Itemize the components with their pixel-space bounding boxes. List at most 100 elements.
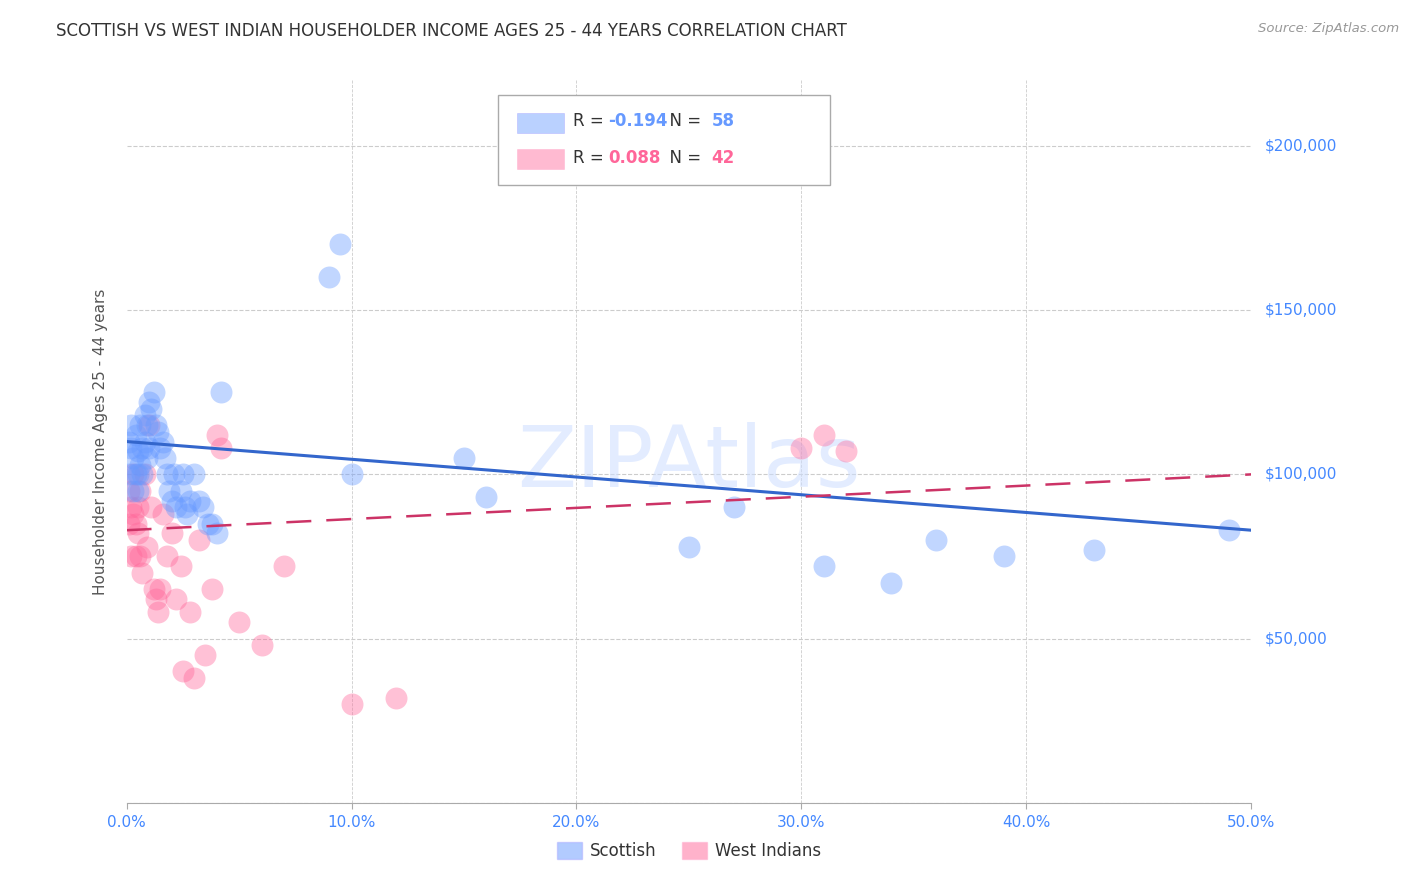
Point: [273, 559, 295, 574]
Point: [129, 549, 152, 564]
Point: [124, 467, 146, 482]
Text: N =: N =: [658, 149, 706, 167]
Text: R =: R =: [574, 149, 609, 167]
Point: [135, 450, 157, 465]
Point: [1083, 542, 1105, 557]
Point: [169, 483, 191, 498]
Text: SCOTTISH VS WEST INDIAN HOUSEHOLDER INCOME AGES 25 - 44 YEARS CORRELATION CHART: SCOTTISH VS WEST INDIAN HOUSEHOLDER INCO…: [56, 22, 846, 40]
Point: [149, 441, 172, 455]
Point: [131, 467, 153, 482]
Point: [127, 444, 149, 458]
Point: [1218, 523, 1240, 537]
Point: [129, 418, 152, 433]
Point: [160, 493, 183, 508]
Text: N =: N =: [658, 112, 706, 130]
Point: [201, 516, 224, 531]
FancyBboxPatch shape: [517, 113, 564, 133]
Point: [127, 500, 149, 515]
Point: [250, 638, 273, 652]
Text: R =: R =: [574, 112, 609, 130]
Point: [174, 500, 197, 515]
Point: [127, 526, 149, 541]
Point: [131, 441, 153, 455]
Point: [122, 467, 145, 482]
Point: [678, 540, 700, 554]
Y-axis label: Householder Income Ages 25 - 44 years: Householder Income Ages 25 - 44 years: [93, 288, 108, 595]
Point: [134, 434, 156, 449]
Point: [124, 516, 146, 531]
FancyBboxPatch shape: [498, 95, 830, 185]
Point: [141, 500, 163, 515]
Point: [118, 483, 141, 498]
Point: [340, 698, 363, 712]
Point: [790, 441, 813, 455]
Legend: Scottish, West Indians: Scottish, West Indians: [550, 835, 828, 867]
Point: [183, 671, 205, 685]
Point: [197, 516, 219, 531]
Point: [129, 458, 152, 472]
Point: [120, 418, 142, 433]
Point: [183, 467, 205, 482]
Point: [165, 592, 187, 607]
Point: [120, 500, 142, 515]
Point: [835, 444, 858, 458]
Point: [176, 507, 198, 521]
Point: [122, 507, 145, 521]
Point: [156, 549, 179, 564]
Point: [228, 615, 250, 630]
Point: [135, 418, 157, 433]
Text: $150,000: $150,000: [1265, 302, 1337, 318]
Point: [152, 434, 174, 449]
Point: [187, 493, 209, 508]
Point: [146, 605, 169, 619]
Point: [145, 418, 167, 433]
Point: [149, 582, 172, 597]
Point: [156, 467, 179, 482]
Point: [120, 549, 142, 564]
Point: [134, 409, 156, 423]
Point: [453, 450, 475, 465]
Point: [191, 500, 214, 515]
Text: $200,000: $200,000: [1265, 138, 1337, 153]
Text: $100,000: $100,000: [1265, 467, 1337, 482]
Point: [160, 526, 183, 541]
Text: ZIPAtlas: ZIPAtlas: [517, 422, 860, 505]
Text: $50,000: $50,000: [1265, 632, 1329, 646]
Point: [723, 500, 745, 515]
Point: [187, 533, 209, 547]
Text: 58: 58: [711, 112, 734, 130]
Point: [194, 648, 217, 662]
Point: [880, 575, 903, 590]
Text: Source: ZipAtlas.com: Source: ZipAtlas.com: [1258, 22, 1399, 36]
Point: [146, 425, 169, 439]
Point: [118, 434, 141, 449]
Point: [209, 385, 232, 400]
Point: [163, 467, 186, 482]
Point: [138, 395, 160, 409]
Point: [124, 549, 146, 564]
Point: [318, 270, 340, 285]
Point: [172, 665, 194, 679]
Point: [165, 500, 187, 515]
Point: [118, 467, 141, 482]
Point: [179, 605, 201, 619]
Point: [131, 566, 153, 580]
Point: [209, 441, 232, 455]
Point: [172, 467, 194, 482]
Point: [205, 428, 228, 442]
Point: [925, 533, 948, 547]
Point: [153, 450, 176, 465]
Point: [127, 467, 149, 482]
Point: [141, 401, 163, 416]
Point: [201, 582, 224, 597]
Point: [120, 441, 142, 455]
Point: [124, 428, 146, 442]
Point: [142, 582, 165, 597]
Point: [813, 559, 835, 574]
Point: [138, 418, 160, 433]
Text: -0.194: -0.194: [607, 112, 668, 130]
Point: [157, 483, 180, 498]
Point: [127, 483, 149, 498]
Point: [134, 467, 156, 482]
Point: [329, 237, 352, 252]
